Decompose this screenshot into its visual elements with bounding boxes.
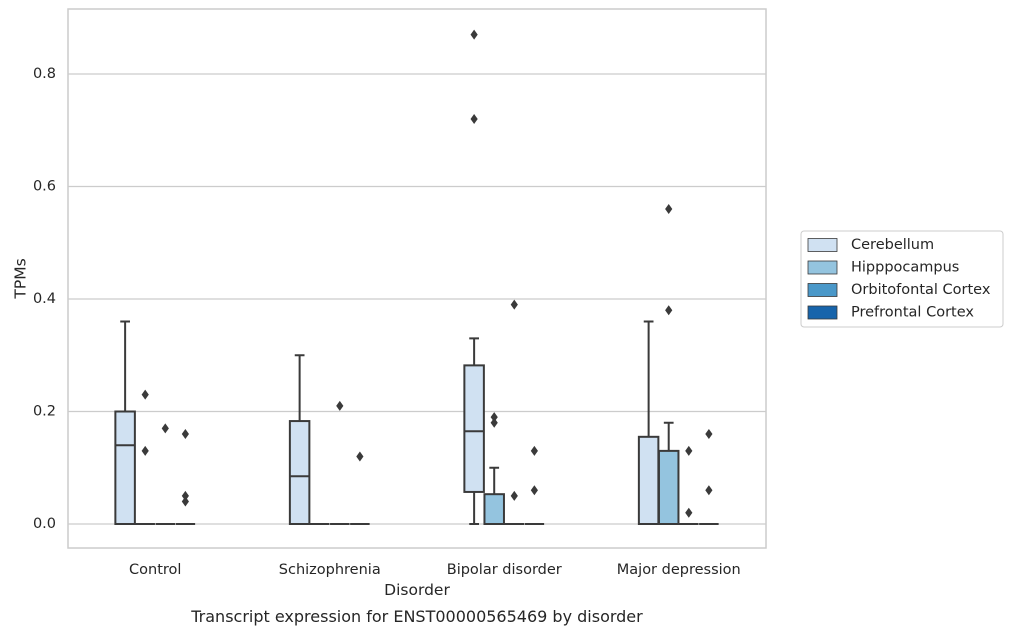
outlier-point bbox=[181, 429, 189, 439]
box-1-0 bbox=[135, 389, 155, 525]
box-2-2 bbox=[504, 299, 525, 525]
outlier-point bbox=[161, 423, 169, 434]
outlier-point bbox=[685, 507, 693, 518]
plot-marks bbox=[114, 29, 719, 525]
box-1-3 bbox=[657, 204, 680, 525]
outlier-point bbox=[490, 417, 498, 428]
chart-caption: Transcript expression for ENST0000056546… bbox=[190, 607, 643, 626]
box-2-3 bbox=[679, 445, 699, 525]
outlier-point bbox=[530, 485, 538, 496]
outlier-point bbox=[356, 451, 364, 462]
x-tick-label: Major depression bbox=[617, 562, 741, 578]
outlier-point bbox=[470, 114, 478, 124]
box-body bbox=[463, 364, 485, 493]
y-tick-label: 0.0 bbox=[33, 516, 56, 532]
outlier-point bbox=[336, 400, 344, 411]
x-tick-label: Bipolar disorder bbox=[447, 562, 562, 578]
outlier-point bbox=[665, 204, 673, 214]
box-0-0 bbox=[114, 320, 136, 525]
legend-swatch bbox=[807, 283, 838, 297]
box-3-2 bbox=[524, 445, 545, 525]
y-tick-label: 0.2 bbox=[33, 404, 56, 420]
y-tick-label: 0.6 bbox=[33, 179, 56, 195]
y-axis-ticks: 0.0 0.2 0.4 0.6 0.8 bbox=[33, 66, 56, 532]
y-axis-label: TPMs bbox=[12, 258, 30, 299]
outlier-point bbox=[665, 305, 673, 316]
legend: Cerebellum Hipppocampus Orbitofontal Corte… bbox=[800, 230, 1004, 328]
legend-label: Prefrontal Cortex bbox=[851, 305, 974, 321]
x-axis-ticks: Control Schizophrenia Bipolar disorder Majo… bbox=[129, 562, 741, 578]
outlier-point bbox=[181, 490, 189, 501]
outlier-point bbox=[705, 429, 713, 439]
box-0-3 bbox=[637, 320, 660, 525]
box-2-1 bbox=[330, 400, 350, 525]
legend-label: Cerebellum bbox=[851, 237, 934, 253]
outlier-point bbox=[181, 496, 189, 507]
box-3-3 bbox=[699, 429, 719, 525]
outlier-point bbox=[510, 299, 518, 310]
box-body bbox=[657, 449, 680, 525]
legend-swatch bbox=[807, 260, 838, 275]
x-tick-label: Schizophrenia bbox=[279, 562, 381, 578]
x-tick-label: Control bbox=[129, 562, 181, 578]
box-body bbox=[288, 420, 311, 525]
legend-frame bbox=[800, 230, 1004, 328]
outlier-point bbox=[530, 445, 538, 456]
box-body bbox=[483, 493, 505, 525]
box-1-2 bbox=[483, 412, 505, 525]
outlier-point bbox=[470, 29, 478, 40]
legend-label: Orbitofontal Cortex bbox=[851, 282, 991, 298]
box-body bbox=[114, 410, 136, 525]
legend-swatch bbox=[807, 238, 838, 252]
box-0-1 bbox=[288, 354, 311, 525]
outlier-point bbox=[141, 445, 149, 456]
y-tick-label: 0.8 bbox=[33, 66, 56, 82]
box-0-2 bbox=[463, 29, 485, 525]
box-3-1 bbox=[350, 451, 370, 525]
legend-swatch bbox=[807, 305, 838, 320]
box-3-0 bbox=[175, 429, 196, 525]
outlier-point bbox=[510, 490, 518, 501]
outlier-point bbox=[490, 412, 498, 423]
plot-area-frame bbox=[67, 8, 767, 549]
box-2-0 bbox=[155, 423, 176, 525]
outlier-point bbox=[705, 485, 713, 496]
y-tick-label: 0.4 bbox=[33, 291, 56, 307]
outlier-point bbox=[141, 389, 149, 400]
outlier-point bbox=[685, 445, 693, 456]
legend-label: Hipppocampus bbox=[851, 260, 959, 276]
x-axis-label: Disorder bbox=[384, 581, 450, 599]
box-body bbox=[637, 435, 660, 525]
